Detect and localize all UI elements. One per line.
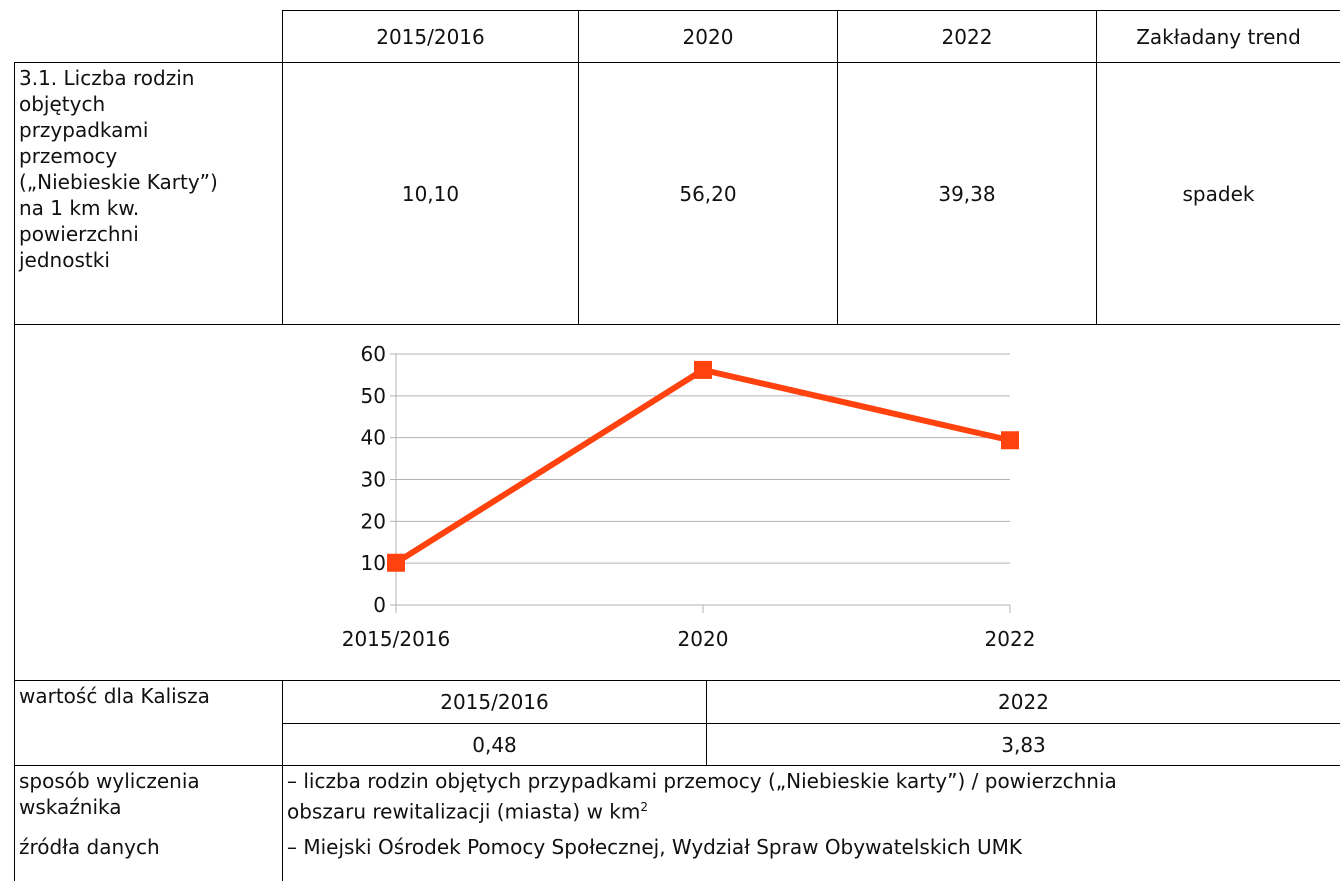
y-tick-label: 30 xyxy=(361,468,386,492)
method-line-text: obszaru rewitalizacji (miasta) w km xyxy=(287,799,641,824)
data-point xyxy=(387,553,405,572)
label-line: na 1 km kw. xyxy=(19,196,140,220)
sources-text: – Miejski Ośrodek Pomocy Społecznej, Wyd… xyxy=(282,832,1340,881)
label-line: przemocy xyxy=(19,144,118,168)
chart: 0 10 20 30 40 50 60 2015/2016 2020 2022 xyxy=(342,342,1036,651)
value-cell: 39,38 xyxy=(837,62,1097,325)
label-line: powierzchni xyxy=(19,222,139,246)
method-line: obszaru rewitalizacji (miasta) w km2 xyxy=(287,794,1336,825)
value-cell: 56,20 xyxy=(578,62,838,325)
label-line: przypadkami xyxy=(19,118,149,142)
label-line: 3.1. Liczba rodzin xyxy=(19,66,195,90)
value-cell: 0,48 xyxy=(282,723,707,766)
header-cell: 2022 xyxy=(837,10,1097,63)
data-line xyxy=(394,366,1011,566)
method-text: – liczba rodzin objętych przypadkami prz… xyxy=(282,765,1340,833)
kalisz-label: wartość dla Kalisza xyxy=(14,680,283,766)
header-cell: Zakładany trend xyxy=(1096,10,1340,63)
sources-label: źródła danych xyxy=(14,832,283,881)
label-line: objętych xyxy=(19,92,106,116)
x-tick-label: 2020 xyxy=(678,627,729,651)
year-cell: 2022 xyxy=(706,680,1340,724)
method-line: – liczba rodzin objętych przypadkami prz… xyxy=(287,769,1117,793)
superscript: 2 xyxy=(640,800,648,814)
value-cell: 10,10 xyxy=(282,62,579,325)
y-tick-label: 20 xyxy=(361,509,386,533)
year-cell: 2015/2016 xyxy=(282,680,707,724)
indicator-label: 3.1. Liczba rodzin objętych przypadkami … xyxy=(14,62,283,325)
header-cell: 2020 xyxy=(578,10,838,63)
y-tick-label: 50 xyxy=(361,384,386,408)
y-tick-label: 10 xyxy=(361,551,386,575)
x-tick-label: 2015/2016 xyxy=(342,627,451,651)
data-point xyxy=(694,360,712,379)
y-tick-label: 60 xyxy=(361,342,386,366)
label-line: jednostki xyxy=(19,248,110,272)
y-tick-label: 40 xyxy=(361,426,386,450)
value-cell: spadek xyxy=(1096,62,1340,325)
y-tick-label: 0 xyxy=(373,593,386,617)
x-tick-label: 2022 xyxy=(985,627,1036,651)
method-label: sposób wyliczenia wskaźnika xyxy=(14,765,283,833)
chart-cell: 0 10 20 30 40 50 60 2015/2016 2020 2022 xyxy=(14,324,1340,681)
label-line: („Niebieskie Karty”) xyxy=(19,170,218,194)
data-point xyxy=(1001,431,1019,450)
header-cell: 2015/2016 xyxy=(282,10,579,63)
value-cell: 3,83 xyxy=(706,723,1340,766)
